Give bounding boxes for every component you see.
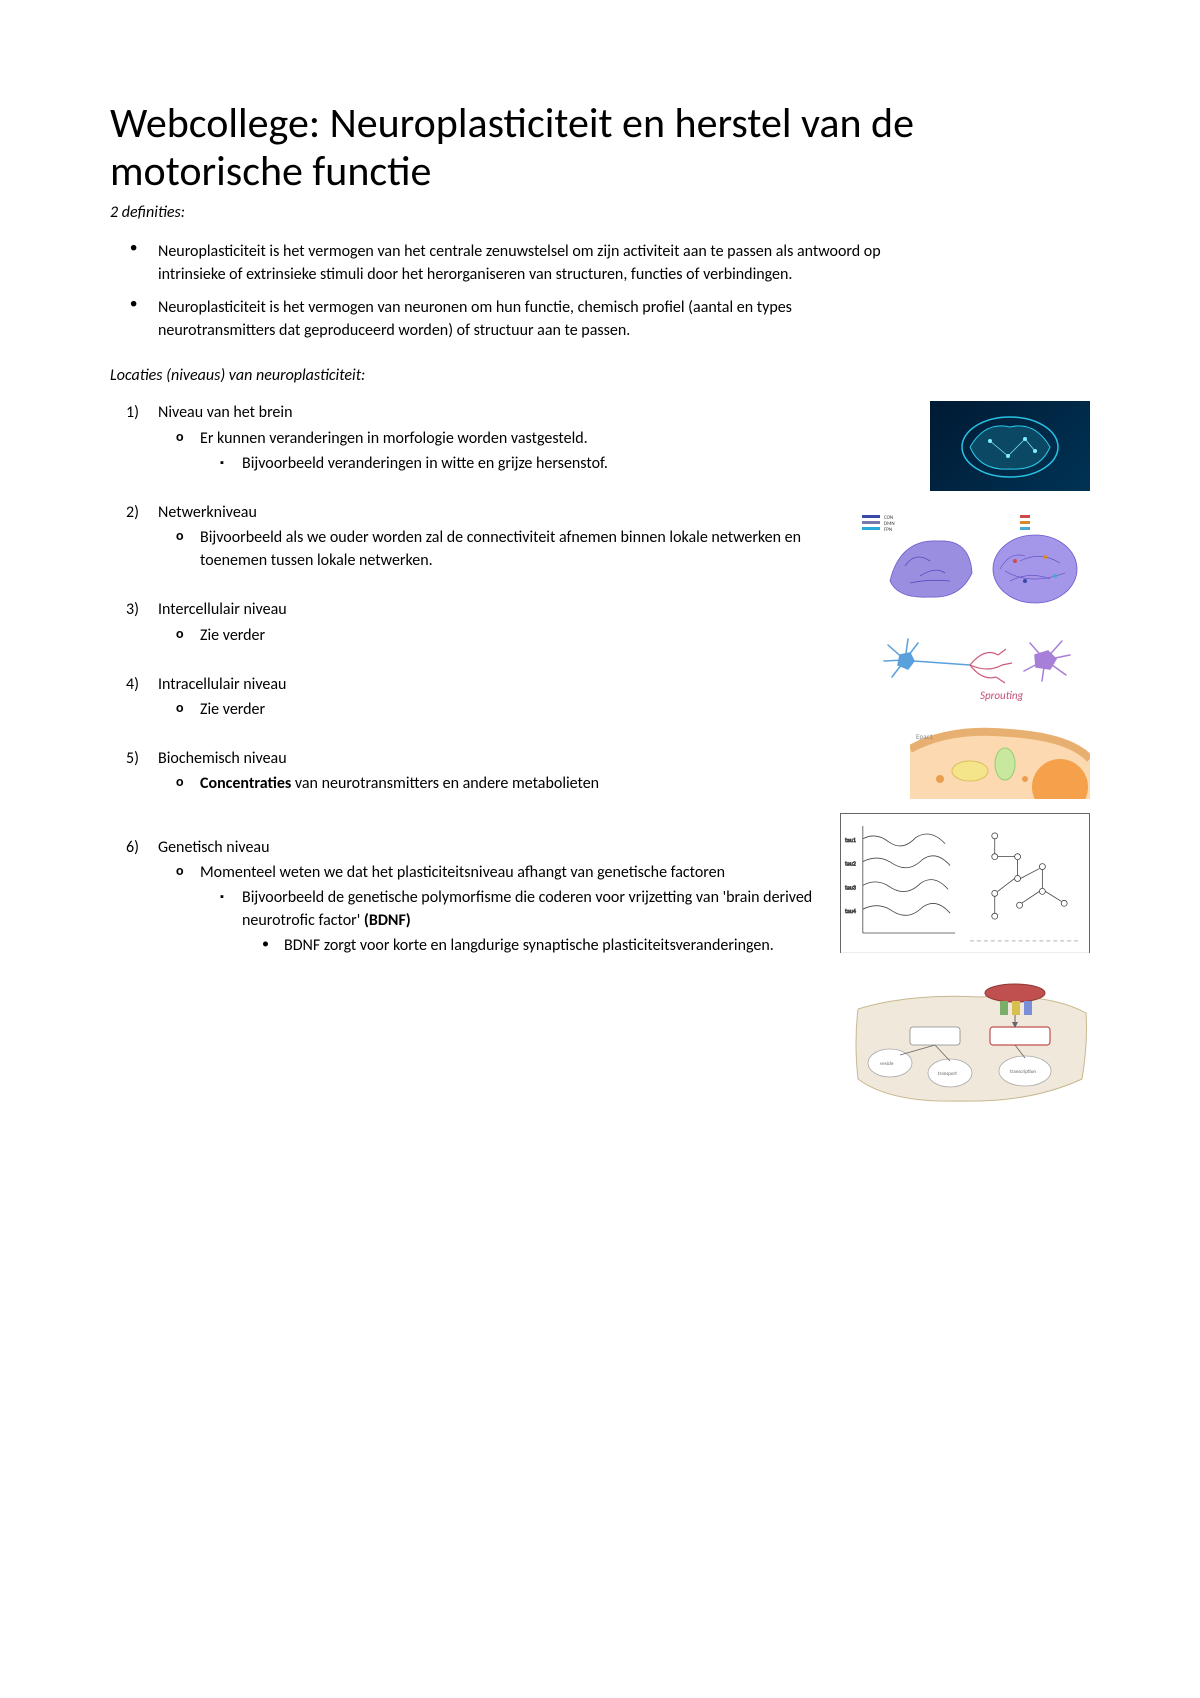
svg-text:transport: transport bbox=[938, 1071, 957, 1077]
level-subsubsub: BDNF zorgt voor korte en langdurige syna… bbox=[284, 934, 840, 957]
level-subsub: Bijvoorbeeld veranderingen in witte en g… bbox=[242, 452, 840, 475]
svg-text:tau2: tau2 bbox=[845, 860, 856, 868]
level-sub: Zie verder bbox=[200, 624, 840, 647]
level-number: 5) bbox=[126, 747, 139, 770]
level-sub-text: Er kunnen veranderingen in morfologie wo… bbox=[200, 429, 588, 448]
level-sub: Concentraties van neurotransmitters en a… bbox=[200, 772, 840, 795]
svg-text:Epac1: Epac1 bbox=[916, 732, 933, 741]
level-5: 5) Biochemisch niveau Concentraties van … bbox=[158, 747, 840, 795]
level-sub-bold: Concentraties bbox=[200, 774, 291, 793]
neuron-sprouting-icon: Sprouting bbox=[870, 625, 1090, 705]
level-3: 3) Intercellulair niveau Zie verder bbox=[158, 598, 840, 646]
definitions-header: 2 definities: bbox=[110, 203, 1090, 222]
figures-column: CON DMN FPN bbox=[840, 401, 1090, 1127]
svg-text:FPN: FPN bbox=[884, 527, 892, 533]
level-sub: Er kunnen veranderingen in morfologie wo… bbox=[200, 427, 840, 475]
cell-interior-icon: Epac1 bbox=[910, 719, 1090, 799]
level-6: 6) Genetisch niveau Momenteel weten we d… bbox=[158, 836, 840, 958]
definition-item: Neuroplasticiteit is het vermogen van ne… bbox=[158, 296, 1090, 342]
brain-glow-icon bbox=[930, 401, 1090, 491]
level-4: 4) Intracellulair niveau Zie verder bbox=[158, 673, 840, 721]
definition-item: Neuroplasticiteit is het vermogen van he… bbox=[158, 240, 1090, 286]
level-number: 3) bbox=[126, 598, 139, 621]
level-1: 1) Niveau van het brein Er kunnen verand… bbox=[158, 401, 840, 475]
locations-header: Locaties (niveaus) van neuroplasticiteit… bbox=[110, 366, 1090, 385]
level-subsub-bold: (BDNF) bbox=[364, 911, 411, 930]
level-title: Biochemisch niveau bbox=[158, 749, 287, 768]
network-brain-icon: CON DMN FPN bbox=[860, 511, 1090, 611]
levels-list: 1) Niveau van het brein Er kunnen verand… bbox=[110, 401, 840, 957]
svg-text:tau4: tau4 bbox=[845, 908, 856, 916]
level-title: Netwerkniveau bbox=[158, 503, 257, 522]
page-title: Webcollege: Neuroplasticiteit en herstel… bbox=[110, 100, 1090, 197]
level-sub-text: Momenteel weten we dat het plasticiteits… bbox=[200, 863, 725, 882]
level-2: 2) Netwerkniveau Bijvoorbeeld als we oud… bbox=[158, 501, 840, 573]
svg-text:vesicle: vesicle bbox=[880, 1061, 894, 1067]
level-title: Niveau van het brein bbox=[158, 403, 292, 422]
level-sub: Momenteel weten we dat het plasticiteits… bbox=[200, 861, 840, 958]
level-sub: Bijvoorbeeld als we ouder worden zal de … bbox=[200, 526, 840, 572]
level-title: Intercellulair niveau bbox=[158, 600, 287, 619]
figure-neuron: Sprouting bbox=[870, 625, 1090, 705]
biochem-chart-icon: tau1 tau2 tau3 tau4 bbox=[841, 814, 1089, 953]
definitions-list: Neuroplasticiteit is het vermogen van he… bbox=[110, 240, 1090, 343]
level-sub-rest: van neurotransmitters en andere metaboli… bbox=[291, 774, 599, 793]
figure-genetic: vesicle transport transcription bbox=[850, 983, 1090, 1113]
svg-text:transcription: transcription bbox=[1010, 1069, 1036, 1075]
level-number: 4) bbox=[126, 673, 139, 696]
level-number: 1) bbox=[126, 401, 139, 424]
svg-text:tau3: tau3 bbox=[845, 884, 856, 892]
figure-network: CON DMN FPN bbox=[860, 511, 1090, 611]
svg-text:tau1: tau1 bbox=[845, 836, 856, 844]
figure-biochem: tau1 tau2 tau3 tau4 bbox=[840, 813, 1090, 953]
level-sub: Zie verder bbox=[200, 698, 840, 721]
figure-intracellular: Epac1 bbox=[910, 719, 1090, 799]
sprouting-label: Sprouting bbox=[980, 689, 1023, 702]
level-title: Genetisch niveau bbox=[158, 838, 269, 857]
level-number: 6) bbox=[126, 836, 139, 859]
level-subsub: Bijvoorbeeld de genetische polymorfisme … bbox=[242, 886, 840, 958]
figure-brain bbox=[930, 401, 1090, 491]
level-subsub-pre: Bijvoorbeeld de genetische polymorfisme … bbox=[242, 888, 812, 930]
genetic-pathway-icon: vesicle transport transcription bbox=[850, 983, 1090, 1113]
level-number: 2) bbox=[126, 501, 139, 524]
level-title: Intracellulair niveau bbox=[158, 675, 286, 694]
